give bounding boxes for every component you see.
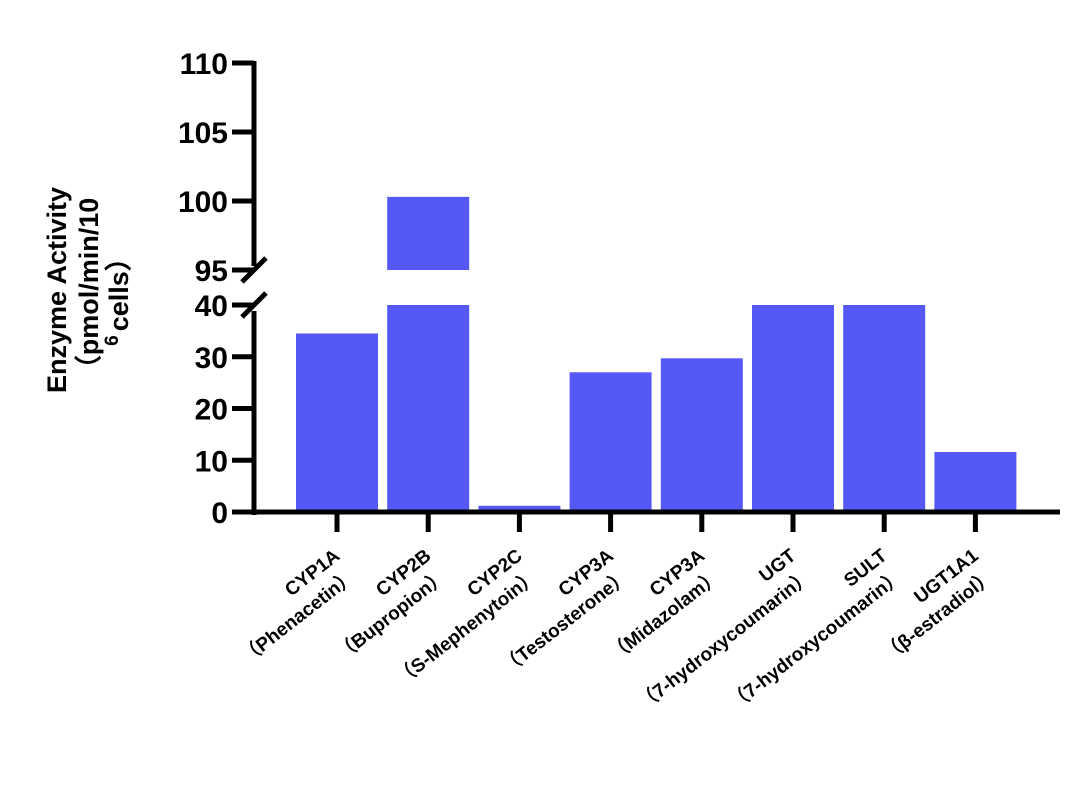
bar-6 xyxy=(843,305,925,512)
y-tick-0-label: 0 xyxy=(211,497,228,530)
y-tick-105-label: 105 xyxy=(178,117,228,150)
x-tick-label-6-line2: （7-hydroxycoumarin） xyxy=(724,564,907,714)
y-axis-label-line-1: Enzyme Activity xyxy=(42,187,72,393)
y-axis-label-superscript: 6 xyxy=(102,335,123,346)
bar-4 xyxy=(661,358,743,512)
bar-3 xyxy=(570,372,652,512)
bar-7 xyxy=(934,452,1016,512)
y-axis-label-cells: cells） xyxy=(104,244,134,331)
y-tick-40-label: 40 xyxy=(195,290,228,323)
y-axis-label-line-3: 6 cells） xyxy=(102,244,134,346)
y-axis-label-line-2: （pmol/min/10 xyxy=(74,198,104,383)
bar-0 xyxy=(296,333,378,512)
y-tick-100-label: 100 xyxy=(178,186,228,219)
bar-1-lower xyxy=(387,305,469,512)
y-tick-20-label: 20 xyxy=(195,394,228,427)
bar-1-upper xyxy=(387,197,469,270)
y-tick-110-label: 110 xyxy=(180,48,228,81)
y-tick-30-label: 30 xyxy=(195,342,228,375)
y-tick-10-label: 10 xyxy=(195,445,228,478)
y-tick-95-label: 95 xyxy=(195,255,228,288)
bar-5 xyxy=(752,305,834,512)
